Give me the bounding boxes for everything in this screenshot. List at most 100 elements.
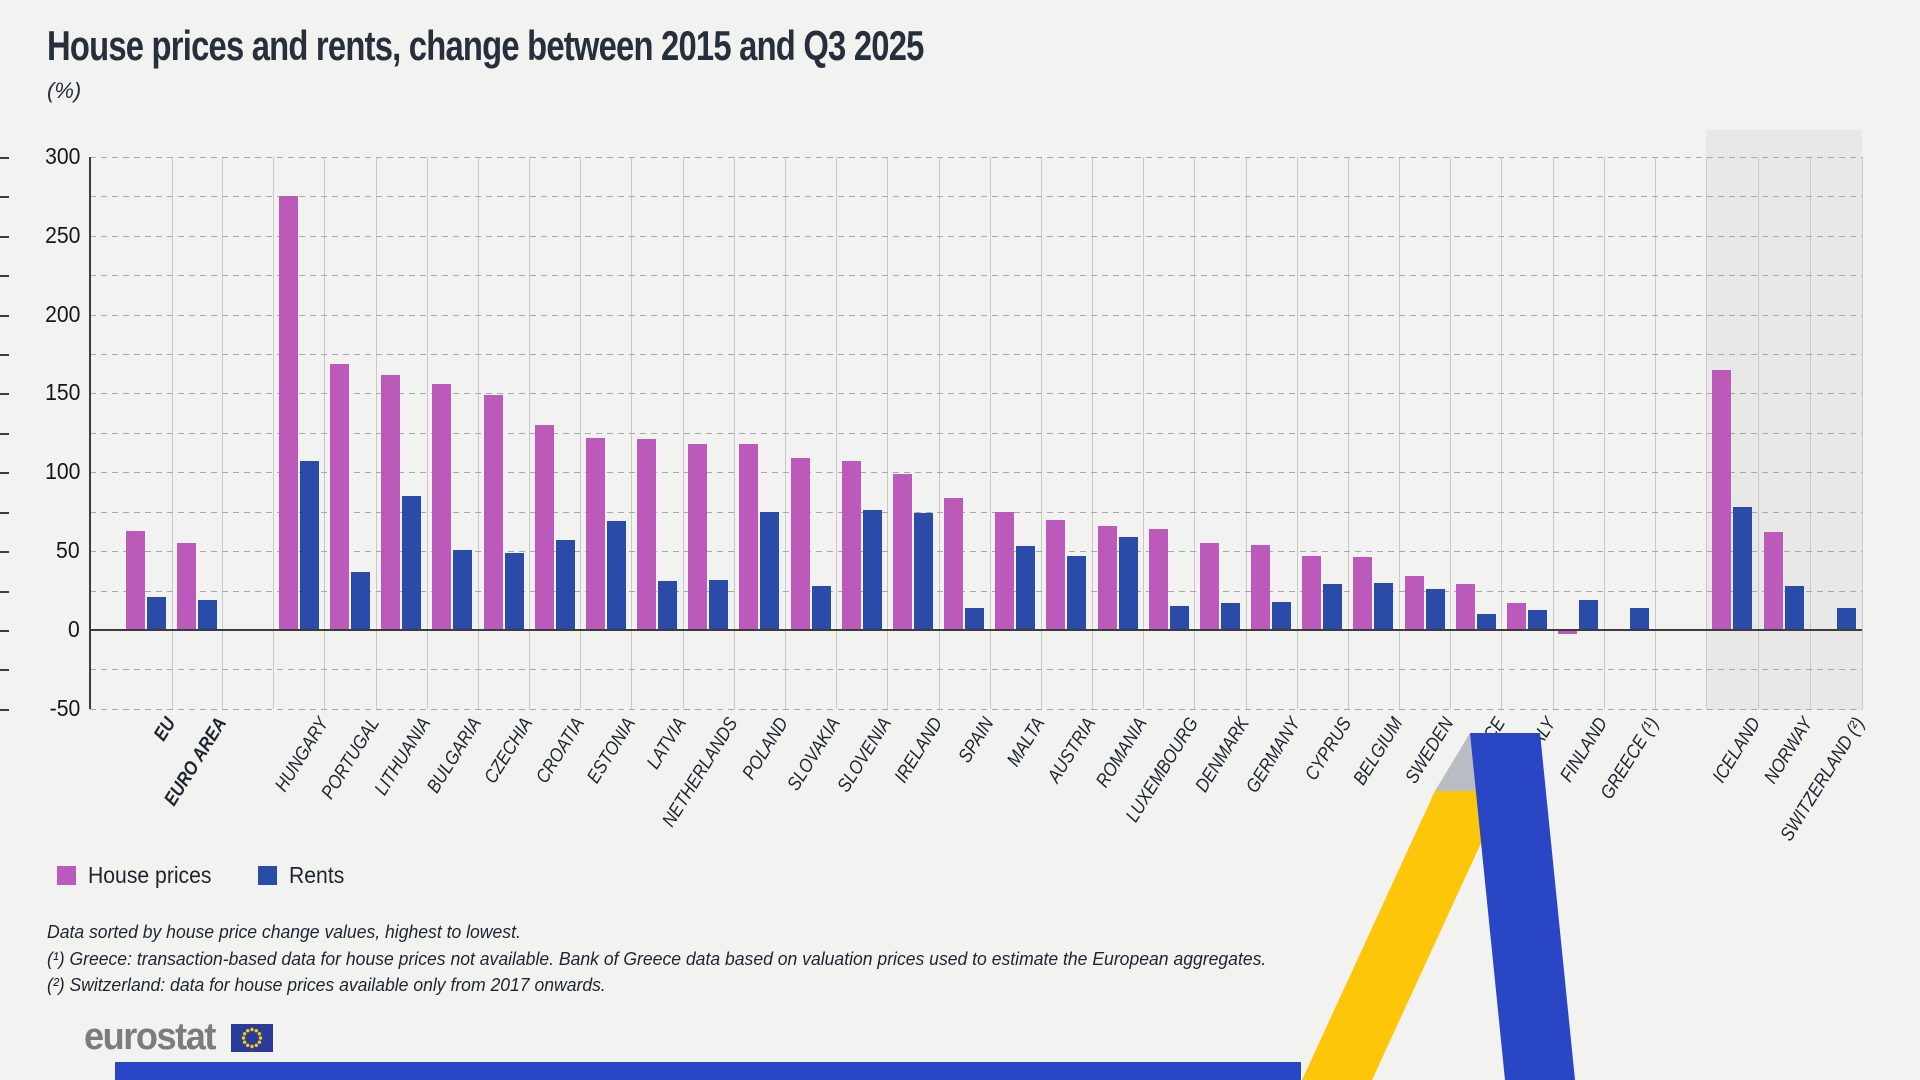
- footnote-switzerland: (²) Switzerland: data for house prices a…: [47, 974, 606, 995]
- bar-rents-sweden: [1425, 589, 1445, 630]
- bar-house-prices-hungary: [278, 196, 298, 630]
- bar-rents-eu: [147, 596, 167, 630]
- y-axis-label: 0: [68, 615, 80, 642]
- horizontal-gridline: [90, 196, 1862, 197]
- x-axis-label-latvia: LATVIA: [643, 714, 691, 773]
- y-axis-tick: [0, 709, 9, 711]
- bar-house-prices-sweden: [1404, 576, 1424, 630]
- y-axis-label: 150: [44, 378, 80, 405]
- horizontal-gridline: [90, 354, 1862, 355]
- y-axis-tick: [0, 472, 9, 474]
- horizontal-gridline: [90, 551, 1862, 552]
- bar-rents-slovenia: [862, 510, 882, 630]
- bar-rents-spain: [965, 607, 985, 630]
- y-axis-tick: [0, 551, 9, 553]
- y-axis-label: 200: [44, 300, 80, 327]
- bar-rents-cyprus: [1323, 584, 1343, 630]
- y-axis-tick: [0, 315, 9, 317]
- y-axis-tick: [0, 275, 9, 277]
- bar-house-prices-austria: [1046, 519, 1066, 630]
- y-axis-tick: [0, 591, 9, 593]
- bar-rents-romania: [1118, 536, 1138, 630]
- y-axis-tick: [0, 157, 9, 159]
- horizontal-gridline: [90, 472, 1862, 473]
- x-axis-label-iceland: ICELAND: [1709, 714, 1766, 787]
- bar-rents-finland: [1579, 600, 1599, 630]
- y-axis-line: [89, 157, 91, 709]
- bar-house-prices-portugal: [330, 363, 350, 630]
- x-axis-label-poland: POLAND: [738, 714, 794, 784]
- bar-house-prices-bulgaria: [432, 384, 452, 630]
- y-axis-tick: [0, 393, 9, 395]
- horizontal-gridline: [90, 512, 1862, 513]
- bar-rents-norway: [1784, 585, 1804, 630]
- vertical-gridline: [1861, 157, 1863, 709]
- y-axis-tick: [0, 512, 9, 514]
- horizontal-gridline: [90, 669, 1862, 670]
- bar-rents-ireland: [913, 513, 933, 630]
- zero-baseline: [90, 629, 1862, 631]
- horizontal-gridline: [90, 315, 1862, 316]
- bar-house-prices-ireland: [892, 473, 912, 630]
- y-axis-label: 250: [44, 221, 80, 248]
- bar-rents-bulgaria: [453, 549, 473, 630]
- bar-rents-czechia: [504, 552, 524, 630]
- legend-item-rents: Rents: [258, 862, 349, 889]
- y-axis-tick: [0, 433, 9, 435]
- horizontal-gridline: [90, 393, 1862, 394]
- bar-house-prices-slovenia: [841, 461, 861, 630]
- x-axis-label-spain: SPAIN: [954, 714, 998, 767]
- bar-rents-italy: [1527, 609, 1547, 630]
- eurostat-logo: eurostat: [84, 1016, 273, 1059]
- x-axis-label-ireland: IRELAND: [890, 714, 947, 787]
- legend: House prices Rents: [57, 862, 349, 889]
- ribbon-graphic: [1302, 733, 1575, 1080]
- y-axis-tick: [0, 354, 9, 356]
- bar-house-prices-finland: [1558, 631, 1578, 635]
- horizontal-gridline: [90, 433, 1862, 434]
- bar-house-prices-romania: [1097, 525, 1117, 630]
- bar-house-prices-poland: [739, 443, 759, 630]
- horizontal-gridline: [90, 236, 1862, 237]
- legend-item-house-prices: House prices: [57, 862, 222, 889]
- bar-rents-poland: [760, 511, 780, 630]
- bar-house-prices-latvia: [637, 439, 657, 630]
- y-axis-label: 300: [44, 142, 80, 169]
- bar-house-prices-estonia: [585, 437, 605, 630]
- footnotes: Data sorted by house price change values…: [47, 919, 1266, 999]
- bar-rents-netherlands: [709, 579, 729, 630]
- legend-swatch-house-prices: [57, 866, 76, 885]
- x-axis-label-croatia: CROATIA: [532, 714, 589, 788]
- bar-house-prices-norway: [1763, 532, 1783, 630]
- ribbon-yellow-band: [1302, 791, 1505, 1080]
- bar-house-prices-eu: [126, 530, 146, 630]
- bar-rents-france: [1476, 614, 1496, 630]
- bar-rents-portugal: [351, 571, 371, 630]
- bar-house-prices-belgium: [1353, 557, 1373, 630]
- x-axis-label-malta: MALTA: [1003, 714, 1050, 771]
- y-axis-label: 50: [56, 536, 80, 563]
- bar-rents-latvia: [658, 581, 678, 630]
- bar-house-prices-lithuania: [381, 374, 401, 630]
- bar-rents-germany: [1272, 601, 1292, 630]
- bar-house-prices-czechia: [483, 395, 503, 630]
- legend-swatch-rents: [258, 866, 278, 885]
- bar-rents-estonia: [606, 521, 626, 630]
- bar-house-prices-malta: [995, 511, 1015, 630]
- bottom-accent-bar: [115, 1062, 1301, 1080]
- horizontal-gridline: [90, 709, 1862, 710]
- bar-house-prices-croatia: [534, 425, 554, 630]
- bar-rents-malta: [1016, 546, 1036, 630]
- y-axis-tick: [0, 196, 9, 198]
- unit-label: (%): [47, 78, 82, 103]
- eu-flag-icon: [230, 1023, 273, 1052]
- x-axis-label-norway: NORWAY: [1760, 714, 1818, 788]
- bar-rents-lithuania: [402, 495, 422, 630]
- bar-house-prices-iceland: [1711, 369, 1731, 630]
- eurostat-logo-text: eurostat: [84, 1016, 216, 1058]
- bar-house-prices-netherlands: [688, 443, 708, 630]
- bar-rents-iceland: [1732, 507, 1752, 630]
- x-axis-label-eu: EU: [149, 714, 181, 745]
- bar-rents-belgium: [1374, 582, 1394, 630]
